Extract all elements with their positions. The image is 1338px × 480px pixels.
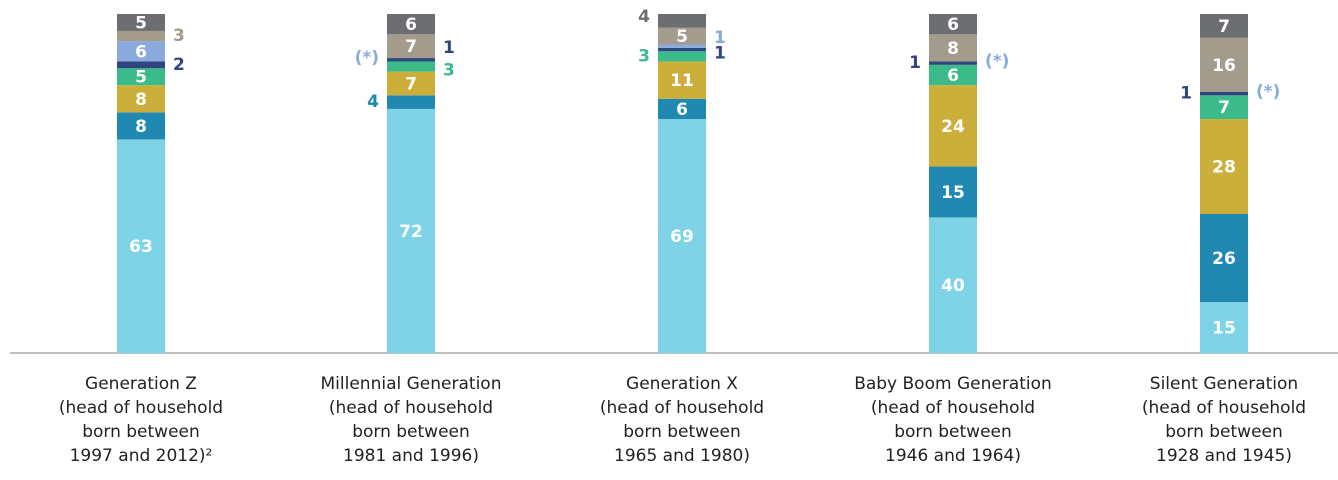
data-label: 1 bbox=[443, 38, 455, 58]
bar-segment bbox=[117, 112, 165, 140]
data-label: 3 bbox=[638, 46, 650, 66]
data-label: 26 bbox=[1212, 249, 1236, 269]
bar-segment bbox=[387, 61, 435, 72]
bar-segment bbox=[387, 14, 435, 35]
bar-segment bbox=[1200, 214, 1248, 303]
bar-segment bbox=[387, 34, 435, 59]
bar-segment bbox=[117, 61, 165, 69]
data-label: 8 bbox=[135, 117, 147, 137]
bar-segment bbox=[387, 95, 435, 109]
data-label: 1 bbox=[1180, 84, 1192, 104]
bar-segment bbox=[387, 58, 435, 62]
data-label: 15 bbox=[1212, 319, 1236, 339]
bar-segment bbox=[658, 14, 706, 28]
data-label: 28 bbox=[1212, 158, 1236, 178]
data-label: 6 bbox=[947, 66, 959, 86]
data-label: (*) bbox=[1256, 82, 1280, 102]
bar-segment bbox=[658, 47, 706, 52]
data-label: (*) bbox=[985, 51, 1009, 71]
x-tick-label: Baby Boom Generation (head of household … bbox=[854, 374, 1052, 466]
data-label: 7 bbox=[1218, 17, 1230, 37]
bar-segment bbox=[117, 41, 165, 62]
bar-segment bbox=[117, 85, 165, 113]
bar-segment bbox=[658, 61, 706, 99]
data-label: 1 bbox=[909, 53, 921, 73]
data-label: 6 bbox=[135, 42, 147, 62]
bar-segment bbox=[658, 27, 706, 45]
bar-segment bbox=[658, 51, 706, 62]
x-tick-label: Generation X (head of household born bet… bbox=[599, 374, 765, 466]
data-label: 63 bbox=[129, 237, 153, 257]
bar-segment bbox=[929, 14, 977, 35]
x-tick-label: Generation Z (head of household born bet… bbox=[58, 374, 224, 466]
bar-segment bbox=[929, 61, 977, 65]
data-label: 72 bbox=[399, 222, 423, 242]
data-label: 69 bbox=[670, 227, 694, 247]
bar-segment bbox=[1200, 14, 1248, 38]
data-label: 4 bbox=[367, 92, 379, 112]
data-label: 1 bbox=[714, 44, 726, 64]
bar-segment bbox=[658, 119, 706, 353]
bar-segment bbox=[1200, 302, 1248, 353]
data-label: 6 bbox=[405, 15, 417, 35]
data-label: (*) bbox=[355, 48, 379, 68]
bar-segment bbox=[929, 217, 977, 353]
bar-segment bbox=[929, 166, 977, 218]
data-label: 7 bbox=[1218, 98, 1230, 118]
data-label: 3 bbox=[173, 26, 185, 46]
bar-segment bbox=[658, 98, 706, 120]
data-label: 7 bbox=[405, 37, 417, 57]
data-label: 5 bbox=[135, 68, 147, 88]
bar-segment bbox=[387, 71, 435, 96]
bar-segment bbox=[387, 108, 435, 353]
bar-segment bbox=[117, 68, 165, 86]
data-label: 1 bbox=[714, 28, 726, 48]
x-tick-label: Silent Generation (head of household bor… bbox=[1141, 374, 1307, 466]
bar-segment bbox=[117, 139, 165, 353]
data-label: 15 bbox=[941, 183, 965, 203]
bar-segment bbox=[929, 85, 977, 167]
data-label: 11 bbox=[670, 71, 694, 91]
data-label: 24 bbox=[941, 117, 965, 137]
bar-segment bbox=[117, 30, 165, 42]
data-label: 4 bbox=[638, 7, 650, 27]
bar-segment bbox=[1200, 37, 1248, 92]
data-label: 2 bbox=[173, 55, 185, 75]
data-label: 3 bbox=[443, 61, 455, 81]
bar-segment bbox=[1200, 119, 1248, 215]
bar-segment bbox=[929, 64, 977, 86]
bar-segment bbox=[929, 34, 977, 62]
data-label: 5 bbox=[676, 27, 688, 47]
bar-segment bbox=[658, 44, 706, 48]
bar-segment bbox=[1200, 95, 1248, 120]
data-label: 40 bbox=[941, 276, 965, 296]
data-label: 16 bbox=[1212, 56, 1236, 76]
bar-segment bbox=[1200, 91, 1248, 96]
data-label: 5 bbox=[135, 13, 147, 33]
data-label: 8 bbox=[135, 90, 147, 110]
bar-segment bbox=[117, 14, 165, 31]
data-label: 7 bbox=[405, 74, 417, 94]
data-label: 8 bbox=[947, 39, 959, 59]
data-label: 6 bbox=[676, 100, 688, 120]
data-label: 6 bbox=[947, 15, 959, 35]
x-tick-label: Millennial Generation (head of household… bbox=[320, 374, 502, 466]
